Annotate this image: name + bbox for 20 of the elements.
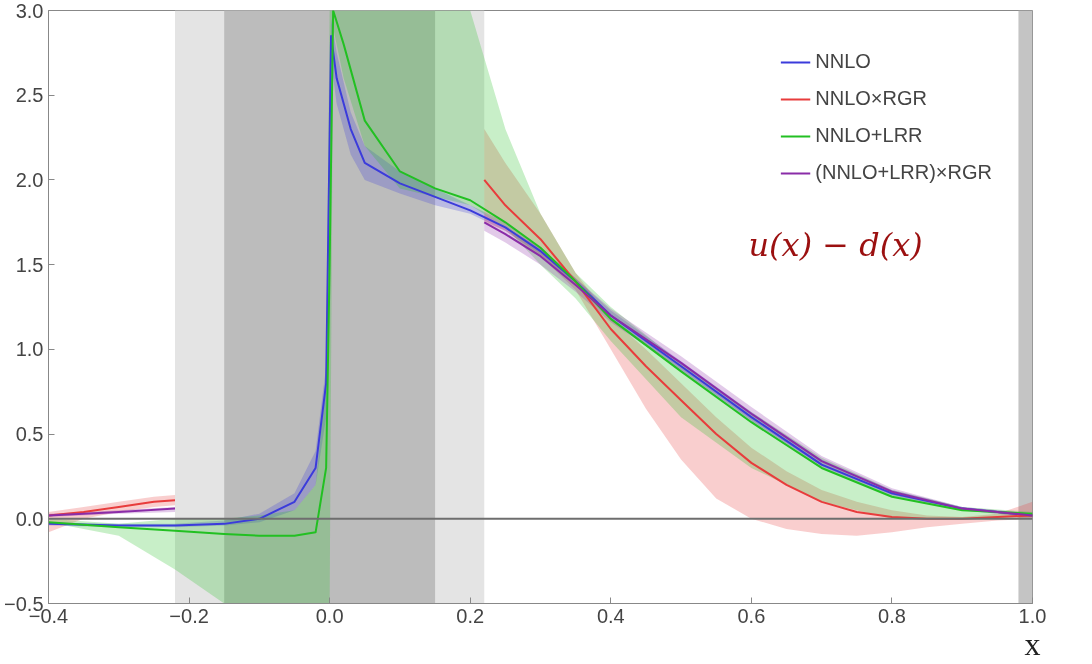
x-tick-label: 0.2 bbox=[456, 604, 485, 627]
y-tick-label: 3.0 bbox=[15, 0, 44, 22]
x-tick-label: 1.0 bbox=[1018, 604, 1047, 627]
x-axis-title: x bbox=[1024, 625, 1041, 662]
legend-label: NNLO+LRR bbox=[815, 124, 923, 147]
legend-label: NNLO bbox=[815, 50, 871, 73]
x-tick-label: 0.6 bbox=[737, 604, 766, 627]
x-tick-label: 0.0 bbox=[315, 604, 344, 627]
y-tick-label: 1.5 bbox=[15, 253, 44, 276]
y-tick-label: 1.0 bbox=[15, 338, 44, 361]
x-tick-label: −0.2 bbox=[169, 604, 209, 627]
legend-label: NNLO×RGR bbox=[815, 87, 927, 110]
y-tick-label: 2.0 bbox=[15, 168, 44, 191]
y-tick-label: 0.5 bbox=[15, 423, 44, 446]
legend-label: (NNLO+LRR)×RGR bbox=[815, 161, 992, 184]
y-tick-label: 0.0 bbox=[15, 507, 44, 530]
x-tick-label: 0.4 bbox=[596, 604, 625, 627]
y-tick-label: 2.5 bbox=[15, 84, 44, 107]
annotation: u(x) − d(x) bbox=[748, 225, 923, 264]
x-tick-label: 0.8 bbox=[878, 604, 906, 627]
